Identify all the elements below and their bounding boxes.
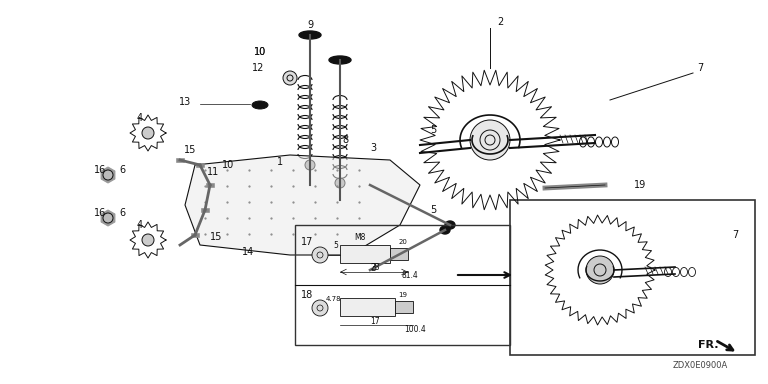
Text: 81.4: 81.4 [402, 270, 419, 280]
Ellipse shape [256, 103, 264, 107]
Bar [176, 158, 184, 162]
Circle shape [103, 213, 113, 223]
Text: 100.4: 100.4 [404, 324, 426, 333]
Ellipse shape [329, 56, 351, 64]
Circle shape [335, 178, 345, 188]
Circle shape [305, 160, 315, 170]
Bar [340, 245, 390, 263]
Circle shape [283, 71, 297, 85]
Text: 19: 19 [634, 180, 646, 190]
Text: 5: 5 [333, 242, 339, 250]
Text: 6: 6 [119, 208, 125, 218]
Bar [390, 248, 408, 260]
Text: 5: 5 [430, 205, 436, 215]
Bar [295, 225, 510, 345]
Text: 4.78: 4.78 [325, 296, 341, 302]
Circle shape [312, 247, 328, 263]
Text: 10: 10 [254, 47, 266, 57]
Text: 10: 10 [222, 160, 234, 170]
Polygon shape [185, 155, 420, 255]
Circle shape [103, 170, 113, 180]
Bar [510, 200, 755, 355]
Text: 1: 1 [277, 157, 283, 167]
Ellipse shape [445, 221, 455, 229]
Text: 23: 23 [370, 263, 380, 273]
Circle shape [142, 234, 154, 246]
Text: 10: 10 [254, 47, 266, 57]
Text: 5: 5 [430, 125, 436, 135]
Text: 17: 17 [370, 316, 380, 326]
Bar [395, 301, 413, 313]
Circle shape [142, 127, 154, 139]
Text: 12: 12 [252, 63, 264, 73]
Ellipse shape [252, 101, 268, 109]
Ellipse shape [440, 226, 450, 234]
Text: 17: 17 [301, 237, 313, 247]
Circle shape [312, 300, 328, 316]
Text: 9: 9 [307, 20, 313, 30]
Text: 15: 15 [210, 232, 222, 242]
Text: FR.: FR. [698, 340, 718, 350]
Text: M8: M8 [354, 233, 366, 243]
Text: 14: 14 [242, 247, 254, 257]
Text: ZDX0E0900A: ZDX0E0900A [672, 361, 727, 369]
Text: 7: 7 [732, 230, 738, 240]
Bar [196, 163, 204, 167]
Text: 16: 16 [94, 208, 106, 218]
Bar [340, 298, 395, 316]
Bar [201, 208, 209, 212]
Bar [206, 183, 214, 187]
Text: 3: 3 [370, 263, 376, 273]
Text: 7: 7 [697, 63, 703, 73]
Circle shape [586, 256, 614, 284]
Text: 3: 3 [370, 143, 376, 153]
Circle shape [470, 120, 510, 160]
Text: 2: 2 [497, 17, 503, 27]
Text: 18: 18 [301, 290, 313, 300]
Text: 8: 8 [342, 135, 348, 145]
Text: 4: 4 [137, 113, 143, 123]
Text: 4: 4 [137, 220, 143, 230]
Text: 13: 13 [179, 97, 191, 107]
Text: 19: 19 [399, 292, 408, 298]
Bar [191, 233, 199, 237]
Ellipse shape [299, 31, 321, 39]
Text: 20: 20 [399, 239, 408, 245]
Text: 6: 6 [119, 165, 125, 175]
Text: 16: 16 [94, 165, 106, 175]
Text: 11: 11 [207, 167, 219, 177]
Text: 15: 15 [184, 145, 196, 155]
